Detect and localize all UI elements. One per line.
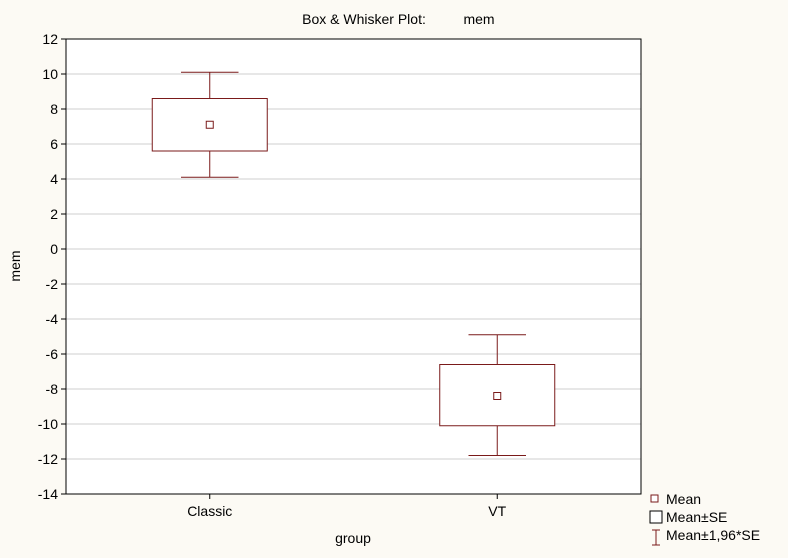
y-tick-label: -8 xyxy=(46,381,59,397)
box-series xyxy=(151,71,556,456)
legend-mean-swatch xyxy=(650,494,659,503)
legend: Mean Mean±SE Mean±1,96*SE xyxy=(649,491,760,546)
plot-frame xyxy=(65,38,642,495)
x-axis-label: group xyxy=(335,530,371,546)
legend-se-swatch xyxy=(649,510,663,524)
y-tick-label: -14 xyxy=(38,486,58,502)
chart-title-variable: mem xyxy=(463,11,494,27)
chart-title-prefix: Box & Whisker Plot: xyxy=(302,11,426,27)
y-tick-label: 10 xyxy=(42,66,58,82)
y-tick-label: 8 xyxy=(50,101,58,117)
legend-mean-label: Mean xyxy=(666,491,701,507)
box-group-classic xyxy=(151,71,268,178)
legend-ci-label: Mean±1,96*SE xyxy=(666,527,760,543)
y-tick-label: -4 xyxy=(46,311,59,327)
legend-ci-swatch xyxy=(652,529,660,546)
mean-marker xyxy=(205,120,214,129)
mean-marker xyxy=(493,392,502,400)
y-tick-label: -6 xyxy=(46,346,59,362)
y-tick-label: 6 xyxy=(50,136,58,152)
y-axis-label: mem xyxy=(7,250,23,281)
box-group-vt xyxy=(439,334,556,456)
x-tick-label: Classic xyxy=(187,503,232,519)
y-tick-label: -12 xyxy=(38,451,58,467)
y-axis-ticks: 12 10 8 6 4 2 0 -2 -4 -6 -8 -10 -12 -14 xyxy=(38,31,66,502)
y-tick-label: 12 xyxy=(42,31,58,47)
y-tick-label: 0 xyxy=(50,241,58,257)
y-tick-label: 4 xyxy=(50,171,58,187)
x-axis-ticks: Classic VT xyxy=(187,494,507,519)
y-tick-label: -10 xyxy=(38,416,58,432)
y-tick-label: -2 xyxy=(46,276,59,292)
y-tick-label: 2 xyxy=(50,206,58,222)
legend-se-label: Mean±SE xyxy=(666,509,727,525)
x-tick-label: VT xyxy=(488,503,506,519)
